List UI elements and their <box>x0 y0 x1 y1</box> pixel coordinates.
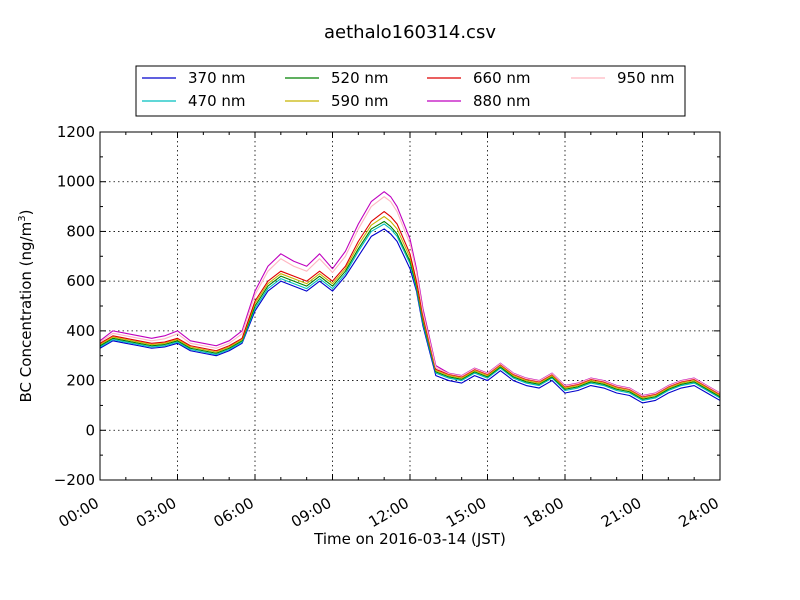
series-line-520-nm <box>99 220 721 400</box>
legend-entries: 370 nm 470 nm 520 nm 590 nm 660 nm 880 nm 950 … <box>142 69 675 110</box>
y-tick-label: 600 <box>66 272 95 290</box>
axis-ticks <box>99 131 721 481</box>
legend-label: 880 nm <box>473 92 531 110</box>
series-group <box>99 191 721 404</box>
y-axis-label-superscript: 3 <box>17 215 28 221</box>
legend-label: 660 nm <box>473 69 531 87</box>
chart-title: aethalo160314.csv <box>324 22 496 43</box>
y-tick-label: 1000 <box>57 173 95 191</box>
series-line-590-nm <box>99 215 721 399</box>
legend-box <box>135 65 686 117</box>
y-tick-label: 1200 <box>57 123 95 141</box>
legend-label: 590 nm <box>331 92 389 110</box>
legend-entry: 660 nm <box>427 69 531 87</box>
legend: 370 nm 470 nm 520 nm 590 nm 660 nm 880 nm 950 … <box>135 65 686 117</box>
y-tick-label: 800 <box>66 222 95 240</box>
y-axis-label-main: BC Concentration (ng/m <box>17 222 35 403</box>
legend-entry: 880 nm <box>427 92 531 110</box>
y-tick-label: 200 <box>66 372 95 390</box>
legend-entry: 590 nm <box>285 92 389 110</box>
y-axis-label: BC Concentration (ng/m3) <box>17 210 35 403</box>
y-axis-label-end: ) <box>17 210 35 216</box>
legend-label: 370 nm <box>188 69 246 87</box>
y-tick-label: 0 <box>85 421 95 439</box>
legend-entry: 520 nm <box>285 69 389 87</box>
x-axis-label: Time on 2016-03-14 (JST) <box>313 530 506 548</box>
series-line-950-nm <box>99 196 721 397</box>
series-line-470-nm <box>99 223 721 402</box>
legend-entry: 950 nm <box>571 69 675 87</box>
y-tick-label: −200 <box>54 471 95 489</box>
series-line-370-nm <box>99 228 721 404</box>
legend-entry: 470 nm <box>142 92 246 110</box>
y-tick-label: 400 <box>66 322 95 340</box>
series-line-660-nm <box>99 210 721 398</box>
legend-label: 520 nm <box>331 69 389 87</box>
legend-entry: 370 nm <box>142 69 246 87</box>
legend-label: 470 nm <box>188 92 246 110</box>
y-tick-labels: −200 0 200 400 600 800 1000 1200 <box>54 123 95 489</box>
legend-label: 950 nm <box>617 69 675 87</box>
